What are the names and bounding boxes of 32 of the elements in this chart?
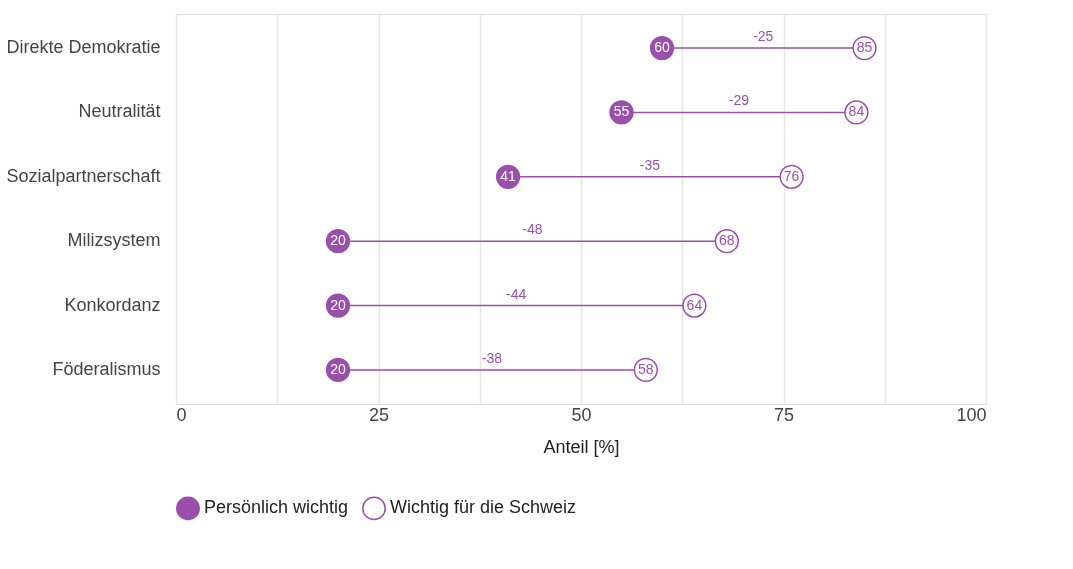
y-tick-label: Konkordanz <box>64 294 161 315</box>
annotation: -44 <box>506 285 527 302</box>
annotation: -48 <box>522 221 543 238</box>
x-tick-label: 100 <box>956 404 987 425</box>
data-label: 68 <box>719 232 735 249</box>
y-tick-label: Sozialpartnerschaft <box>6 165 161 186</box>
y-tick-label: Neutralität <box>78 101 161 122</box>
data-label: 64 <box>686 296 703 313</box>
y-tick-label: Direkte Demokratie <box>6 37 161 58</box>
legend-label: Wichtig für die Schweiz <box>390 497 577 518</box>
x-tick-label: 0 <box>176 404 187 425</box>
data-label: 20 <box>330 232 346 249</box>
data-label: 41 <box>500 167 517 184</box>
data-label: 85 <box>856 39 873 56</box>
x-tick-label: 25 <box>368 404 390 425</box>
x-axis-title: Anteil [%] <box>543 436 620 457</box>
x-tick-label: 75 <box>773 404 795 425</box>
data-label: 60 <box>654 39 670 56</box>
x-tick-label: 50 <box>571 404 592 425</box>
annotation: -25 <box>753 28 774 45</box>
data-label: 58 <box>638 360 654 377</box>
y-tick-label: Föderalismus <box>52 358 161 379</box>
data-label: 76 <box>783 167 800 184</box>
annotation: -38 <box>481 349 503 366</box>
data-label: 20 <box>330 360 346 377</box>
annotation: -29 <box>728 92 750 109</box>
data-label: 84 <box>848 103 865 120</box>
data-label: 55 <box>613 103 630 120</box>
legend-label: Persönlich wichtig <box>204 497 349 518</box>
annotation: -35 <box>639 156 661 173</box>
y-tick-label: Milizsystem <box>67 230 161 251</box>
data-label: 20 <box>330 296 346 313</box>
